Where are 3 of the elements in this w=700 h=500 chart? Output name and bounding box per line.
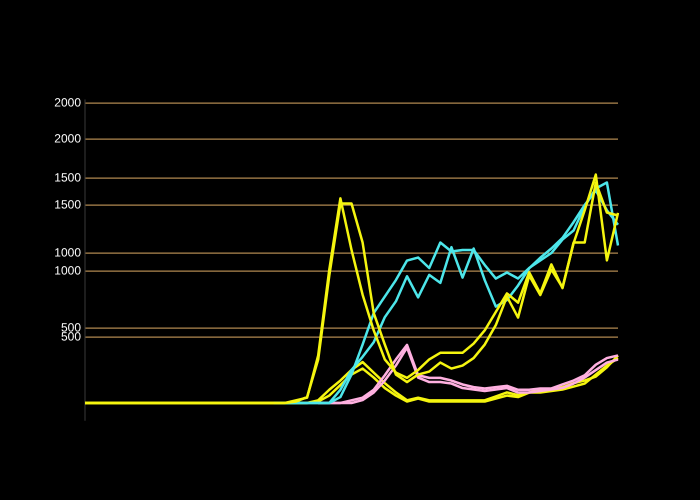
y-tick-label: 2000	[54, 131, 82, 146]
y-tick-label: 1000	[54, 263, 82, 278]
y-tick-label: 1500	[54, 197, 82, 212]
